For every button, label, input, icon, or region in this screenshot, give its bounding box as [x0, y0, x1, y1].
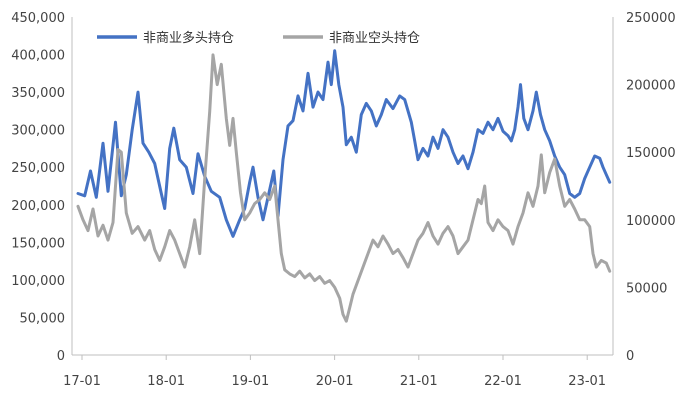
x-axis-tick-label: 19-01	[232, 374, 270, 389]
right-axis-tick-label: 150000	[626, 146, 676, 161]
left-axis-tick-label: 300,000	[11, 124, 65, 139]
left-axis-tick-label: 250,000	[11, 161, 65, 176]
series-line-long-positions	[76, 49, 612, 238]
left-axis-tick-label: 350,000	[11, 86, 65, 101]
legend: 非商业多头持仓 非商业空头持仓	[97, 30, 420, 46]
left-axis-tick-label: 50,000	[20, 311, 66, 326]
left-axis-tick-label: 100,000	[11, 274, 65, 289]
legend-label: 非商业多头持仓	[143, 30, 234, 46]
right-axis-tick-label: 0	[626, 349, 634, 364]
x-axis-tick-label: 17-01	[63, 374, 101, 389]
x-axis-tick-label: 18-01	[147, 374, 185, 389]
left-axis-tick-label: 150,000	[11, 236, 65, 251]
plot-axes	[71, 17, 614, 356]
right-axis-ticks: 0 50000 100000 150000 200000 250000	[626, 11, 676, 364]
left-axis-tick-label: 450,000	[11, 11, 65, 26]
right-axis-tick-label: 250000	[626, 11, 676, 26]
series-line-short-positions	[76, 53, 612, 323]
legend-label: 非商业空头持仓	[329, 31, 420, 46]
right-axis-tick-label: 100000	[626, 214, 676, 229]
x-axis-tick-label: 21-01	[400, 374, 438, 389]
x-axis-tick-label: 22-01	[484, 374, 522, 389]
x-axis-ticks: 17-01 18-01 19-01 20-01 21-01 22-01 23-01	[63, 355, 606, 389]
left-axis-tick-label: 400,000	[11, 49, 65, 64]
left-axis-tick-label: 0	[57, 349, 65, 364]
left-axis-tick-label: 200,000	[11, 199, 65, 214]
series-layer	[76, 49, 612, 323]
right-axis-tick-label: 50000	[626, 281, 667, 296]
x-axis-tick-label: 20-01	[316, 374, 354, 389]
x-axis-tick-label: 23-01	[568, 374, 606, 389]
right-axis-tick-label: 200000	[626, 79, 676, 94]
left-axis-ticks: 0 50,000 100,000 150,000 200,000 250,000 300,0…	[11, 11, 65, 364]
